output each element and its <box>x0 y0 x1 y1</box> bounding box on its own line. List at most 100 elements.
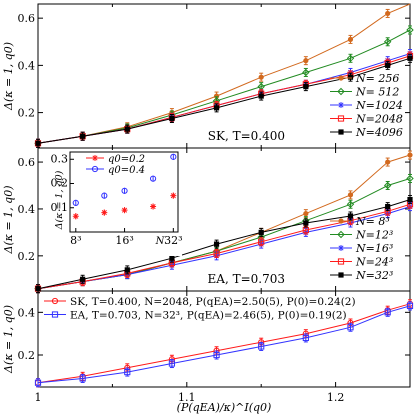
legend-label-3: N=2048 <box>355 113 403 126</box>
legend-marker <box>337 258 345 265</box>
data-point <box>383 38 392 46</box>
data-point <box>124 368 131 376</box>
inset-x-tick-label: 8³ <box>70 234 81 247</box>
legend-label-1: N=12³ <box>355 229 393 242</box>
inset-series-0: q0=0.2 <box>72 154 177 220</box>
data-point <box>406 302 414 310</box>
legend-label-2: N=16³ <box>355 242 393 255</box>
data-point <box>258 93 264 99</box>
y-tick-label: 0.4 <box>18 203 36 216</box>
series-line <box>37 29 411 144</box>
inset-frame <box>69 151 179 233</box>
legend: SK, T=0.400, N=2048, P(qEA)=2.50(5), P(0… <box>44 296 356 322</box>
x-axis-label: (P(qEA)/κ)^I(q0) <box>177 401 272 414</box>
inset-legend-marker <box>92 155 98 161</box>
inset-y-axis-label: Δ(κ = 1, q0) <box>54 170 65 230</box>
data-point <box>80 276 86 282</box>
legend-marker <box>51 297 59 305</box>
x-tick-label: 1.1 <box>178 391 196 404</box>
data-point <box>384 309 391 316</box>
inset-x-tick-label: 16³ <box>115 234 133 247</box>
data-point <box>258 343 265 350</box>
data-point <box>347 192 354 198</box>
y-tick-label: 0.4 <box>18 306 36 319</box>
inset-series-1: q0=0.4 <box>72 153 177 207</box>
inset-x-axis-label: N <box>155 236 166 247</box>
data-point <box>121 207 128 214</box>
panel-ea: 0.2 0.4 0.6 Δ(κ = 1, q0) N= 8³N=12³N=16³N=24… <box>2 147 414 294</box>
data-point <box>385 204 391 210</box>
data-point <box>121 187 128 194</box>
data-point <box>346 200 355 208</box>
series-line <box>37 199 411 290</box>
x-tick-label: 1 <box>35 391 42 404</box>
data-point <box>35 286 41 292</box>
data-point <box>213 93 220 99</box>
data-point <box>34 379 42 386</box>
legend-marker <box>338 272 344 278</box>
y-axis-label: Δ(κ = 1, q0) <box>2 305 15 374</box>
inset-y-tick-label: 0.1 <box>51 201 69 214</box>
y-tick-label: 0.2 <box>18 107 36 120</box>
data-point <box>347 74 354 80</box>
legend-label-3: N=24³ <box>355 256 393 269</box>
panel-comparison: 0.2 0.4Δ(κ = 1, q0) SK, T=0.400, N=2048, P… <box>2 290 414 388</box>
inset-y-tick-label: 0.2 <box>51 177 69 190</box>
inset-legend-label-1: q0=0.4 <box>108 165 145 176</box>
panel-label: SK, T=0.400 <box>208 129 285 143</box>
data-point <box>101 209 108 216</box>
data-point <box>213 241 220 247</box>
legend-marker <box>338 245 344 251</box>
data-point <box>150 203 157 210</box>
data-point <box>407 55 413 61</box>
data-point <box>168 360 176 367</box>
legend-label-4: N=32³ <box>355 269 393 282</box>
y-tick-label: 0.6 <box>18 156 36 169</box>
legend-label-0: N= 256 <box>355 72 399 85</box>
data-point <box>303 58 309 64</box>
data-point <box>149 175 157 182</box>
data-point <box>347 324 354 331</box>
legend-marker <box>338 102 344 108</box>
y-tick-label: 0.2 <box>18 349 36 362</box>
x-tick-label: 1.2 <box>327 391 345 404</box>
data-point <box>80 133 86 139</box>
series-line <box>37 203 411 290</box>
series-line <box>37 303 411 384</box>
data-point <box>213 351 220 359</box>
data-point <box>169 115 175 122</box>
series-line <box>37 305 411 384</box>
series-line <box>37 57 411 144</box>
plot-frame <box>37 290 411 388</box>
legend-marker <box>338 218 344 224</box>
data-point <box>407 196 413 203</box>
data-point <box>303 84 309 90</box>
legend-marker <box>338 129 344 135</box>
inset-plot: 8³ 16³ 32³ 0.1 0.2 0.3 N Δ(κ = 1, q0) q0=0.2q0=0… <box>51 150 183 256</box>
legend-label-0: N= 8³ <box>355 215 390 228</box>
inset-legend-label-0: q0=0.2 <box>108 154 145 165</box>
series-line <box>37 3 411 144</box>
legend-label-1: N= 512 <box>355 86 399 99</box>
data-point <box>170 153 177 160</box>
legend-marker <box>337 87 345 96</box>
data-point <box>383 181 392 190</box>
data-point <box>303 211 309 217</box>
y-tick-label: 0.6 <box>18 12 36 25</box>
y-axis-label: Δ(κ = 1, q0) <box>2 186 15 255</box>
data-point <box>72 199 79 207</box>
data-point <box>124 126 130 132</box>
data-point <box>385 62 391 68</box>
data-point <box>302 334 309 342</box>
data-point <box>79 375 86 382</box>
series-4 <box>35 195 413 294</box>
panel-label: EA, T=0.703 <box>208 272 285 286</box>
data-point <box>347 36 354 43</box>
legend-label-2: N=1024 <box>355 99 403 112</box>
data-point <box>406 26 414 34</box>
legend-label-1: EA, T=0.703, N=32³, P(qEA)=2.46(5), P(0)… <box>70 310 347 322</box>
legend-marker <box>51 311 59 318</box>
